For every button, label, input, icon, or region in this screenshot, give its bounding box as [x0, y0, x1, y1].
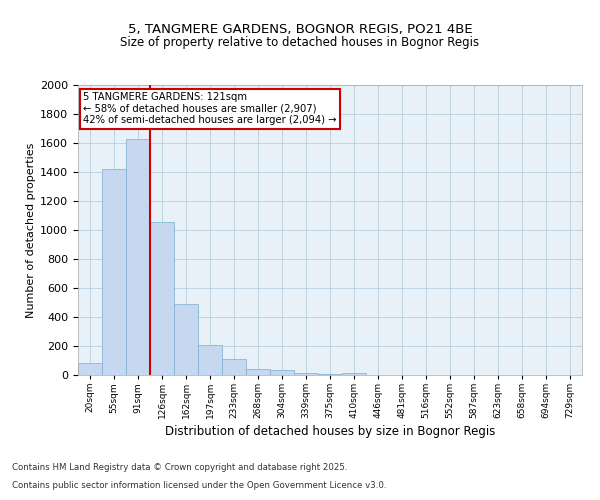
Bar	[318, 374, 342, 375]
X-axis label: Distribution of detached houses by size in Bognor Regis: Distribution of detached houses by size …	[165, 426, 495, 438]
Bar	[150, 222, 174, 375]
Bar	[198, 346, 222, 375]
Y-axis label: Number of detached properties: Number of detached properties	[26, 142, 36, 318]
Bar	[102, 169, 126, 375]
Text: 5, TANGMERE GARDENS, BOGNOR REGIS, PO21 4BE: 5, TANGMERE GARDENS, BOGNOR REGIS, PO21 …	[128, 22, 472, 36]
Text: Contains public sector information licensed under the Open Government Licence v3: Contains public sector information licen…	[12, 481, 386, 490]
Bar	[174, 304, 198, 375]
Text: 5 TANGMERE GARDENS: 121sqm
← 58% of detached houses are smaller (2,907)
42% of s: 5 TANGMERE GARDENS: 121sqm ← 58% of deta…	[83, 92, 337, 126]
Text: Contains HM Land Registry data © Crown copyright and database right 2025.: Contains HM Land Registry data © Crown c…	[12, 464, 347, 472]
Text: Size of property relative to detached houses in Bognor Regis: Size of property relative to detached ho…	[121, 36, 479, 49]
Bar	[270, 370, 294, 375]
Bar	[126, 140, 150, 375]
Bar	[246, 369, 270, 375]
Bar	[294, 373, 318, 375]
Bar	[342, 373, 366, 375]
Bar	[78, 362, 102, 375]
Bar	[222, 359, 246, 375]
